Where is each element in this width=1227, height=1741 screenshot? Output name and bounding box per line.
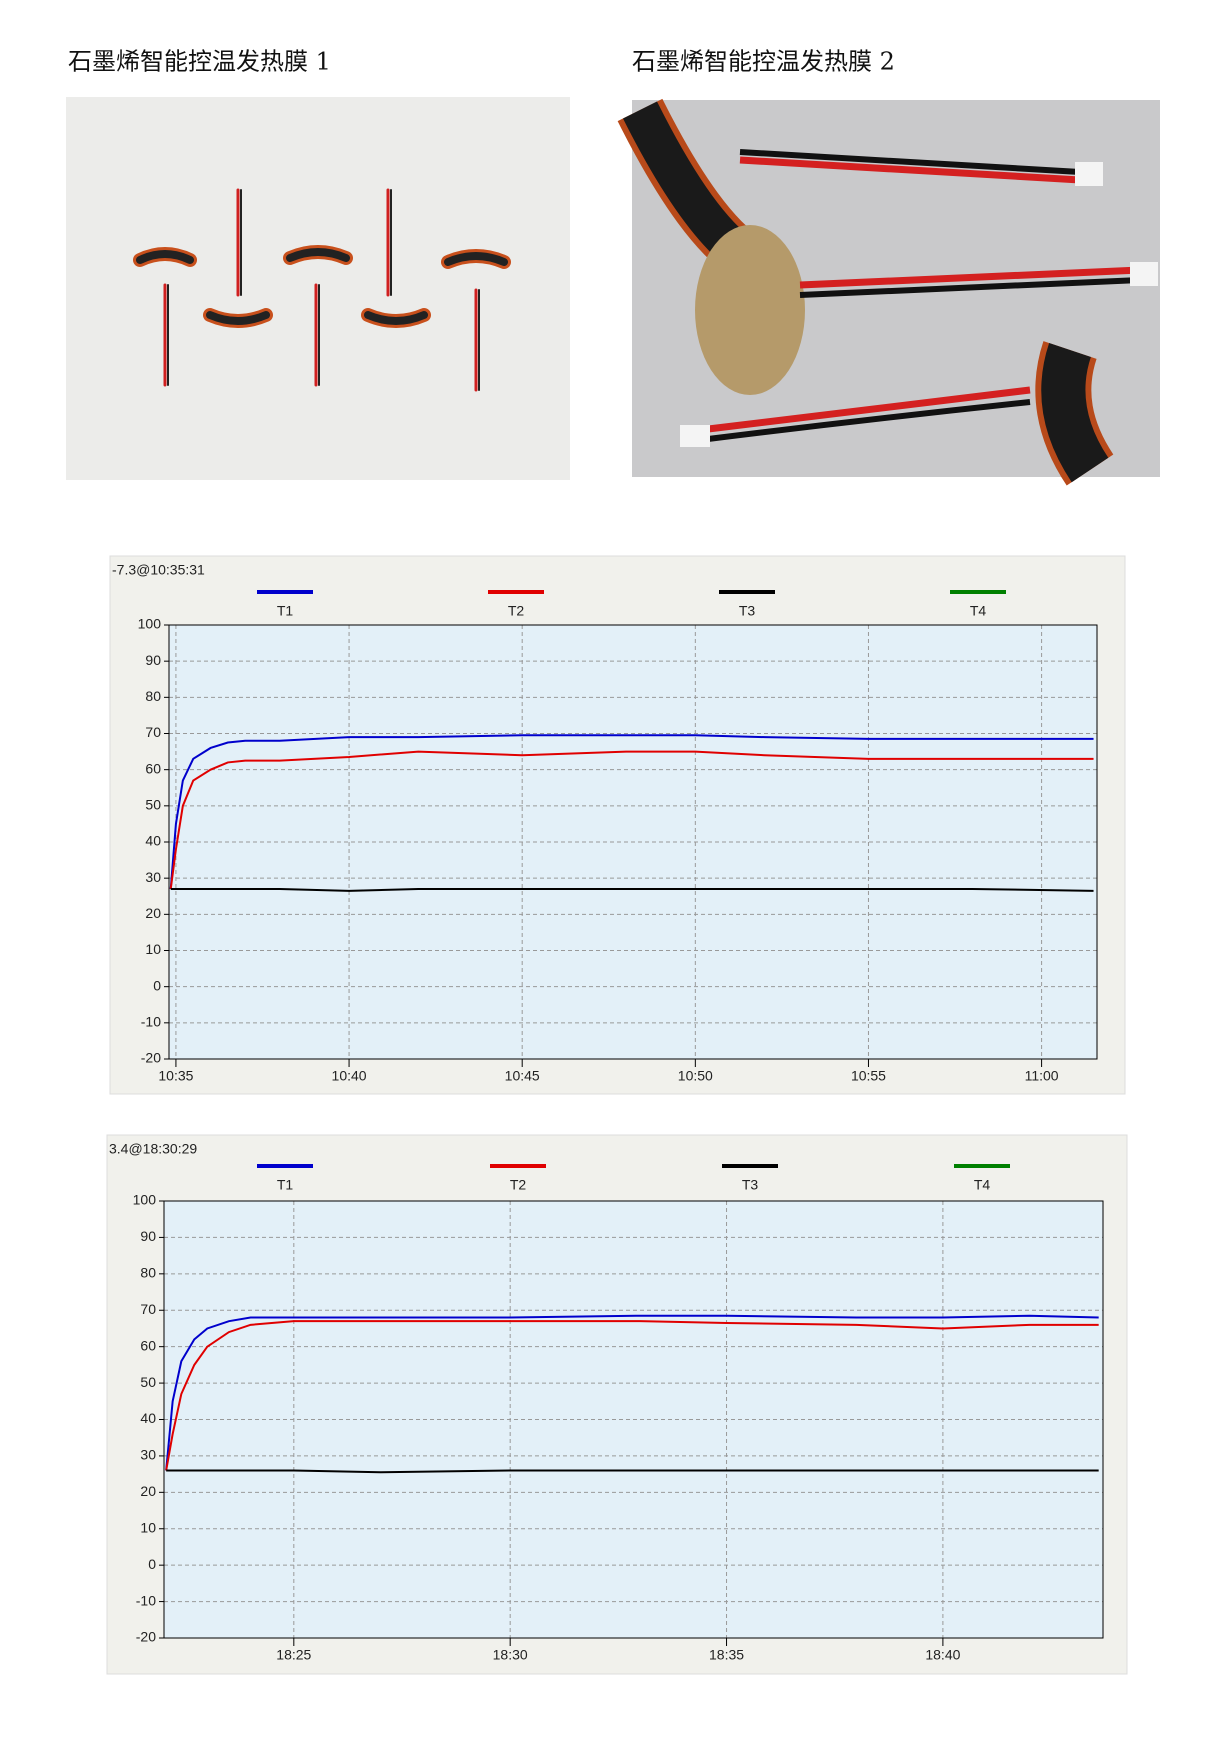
y-tick-label: 90	[145, 652, 161, 668]
y-tick-label: 70	[145, 724, 161, 740]
series-line	[166, 1469, 1099, 1474]
legend-label: T3	[739, 603, 756, 619]
chart-header: -7.3@10:35:31	[112, 562, 205, 578]
y-tick-label: 100	[133, 1192, 157, 1208]
photo	[66, 97, 570, 480]
x-tick-label: 11:00	[1025, 1068, 1059, 1084]
series-line	[170, 888, 1094, 892]
legend-label: T1	[277, 1177, 294, 1193]
legend-label: T2	[510, 1177, 527, 1193]
y-tick-label: 100	[138, 616, 162, 632]
y-tick-label: 20	[140, 1483, 156, 1499]
x-tick-label: 18:25	[276, 1647, 311, 1663]
y-tick-label: 10	[140, 1519, 156, 1535]
plot-frame	[168, 624, 1098, 1060]
x-tick-label: 10:40	[332, 1068, 367, 1084]
chart-header: 3.4@18:30:29	[109, 1141, 197, 1157]
y-tick-label: 50	[140, 1374, 156, 1390]
legend-label: T1	[277, 603, 294, 619]
legend-label: T4	[974, 1177, 991, 1193]
x-tick-label: 18:35	[709, 1647, 744, 1663]
y-tick-label: -20	[141, 1050, 161, 1066]
x-tick-label: 18:40	[925, 1647, 960, 1663]
y-tick-label: 20	[145, 905, 161, 921]
x-tick-label: 10:50	[678, 1068, 713, 1084]
x-tick-label: 10:45	[505, 1068, 540, 1084]
caption: 石墨烯智能控温发热膜 1	[68, 48, 331, 76]
y-tick-label: 50	[145, 797, 161, 813]
caption: 石墨烯智能控温发热膜 2	[632, 48, 895, 76]
x-tick-label: 10:55	[851, 1068, 886, 1084]
y-tick-label: -10	[136, 1592, 156, 1608]
y-tick-label: 60	[145, 760, 161, 776]
y-tick-label: 30	[145, 869, 161, 885]
x-tick-label: 10:35	[158, 1068, 193, 1084]
y-tick-label: 80	[145, 688, 161, 704]
y-tick-label: 30	[140, 1447, 156, 1463]
y-tick-label: -10	[141, 1014, 161, 1030]
legend-label: T2	[508, 603, 525, 619]
y-tick-label: 0	[153, 977, 161, 993]
legend-label: T4	[970, 603, 987, 619]
series-line	[165, 1314, 1099, 1471]
y-tick-label: 0	[148, 1556, 156, 1572]
y-tick-label: 70	[140, 1301, 156, 1317]
series-line	[169, 750, 1094, 890]
photo	[617, 98, 1160, 486]
y-tick-label: 90	[140, 1228, 156, 1244]
series-line	[165, 1320, 1099, 1471]
y-tick-label: 10	[145, 941, 161, 957]
plot-frame	[163, 1200, 1104, 1639]
y-tick-label: 40	[140, 1410, 156, 1426]
y-tick-label: 60	[140, 1337, 156, 1353]
legend-label: T3	[742, 1177, 759, 1193]
y-tick-label: 40	[145, 833, 161, 849]
x-tick-label: 18:30	[493, 1647, 528, 1663]
y-tick-label: 80	[140, 1265, 156, 1281]
y-tick-label: -20	[136, 1629, 156, 1645]
series-line	[169, 734, 1094, 890]
